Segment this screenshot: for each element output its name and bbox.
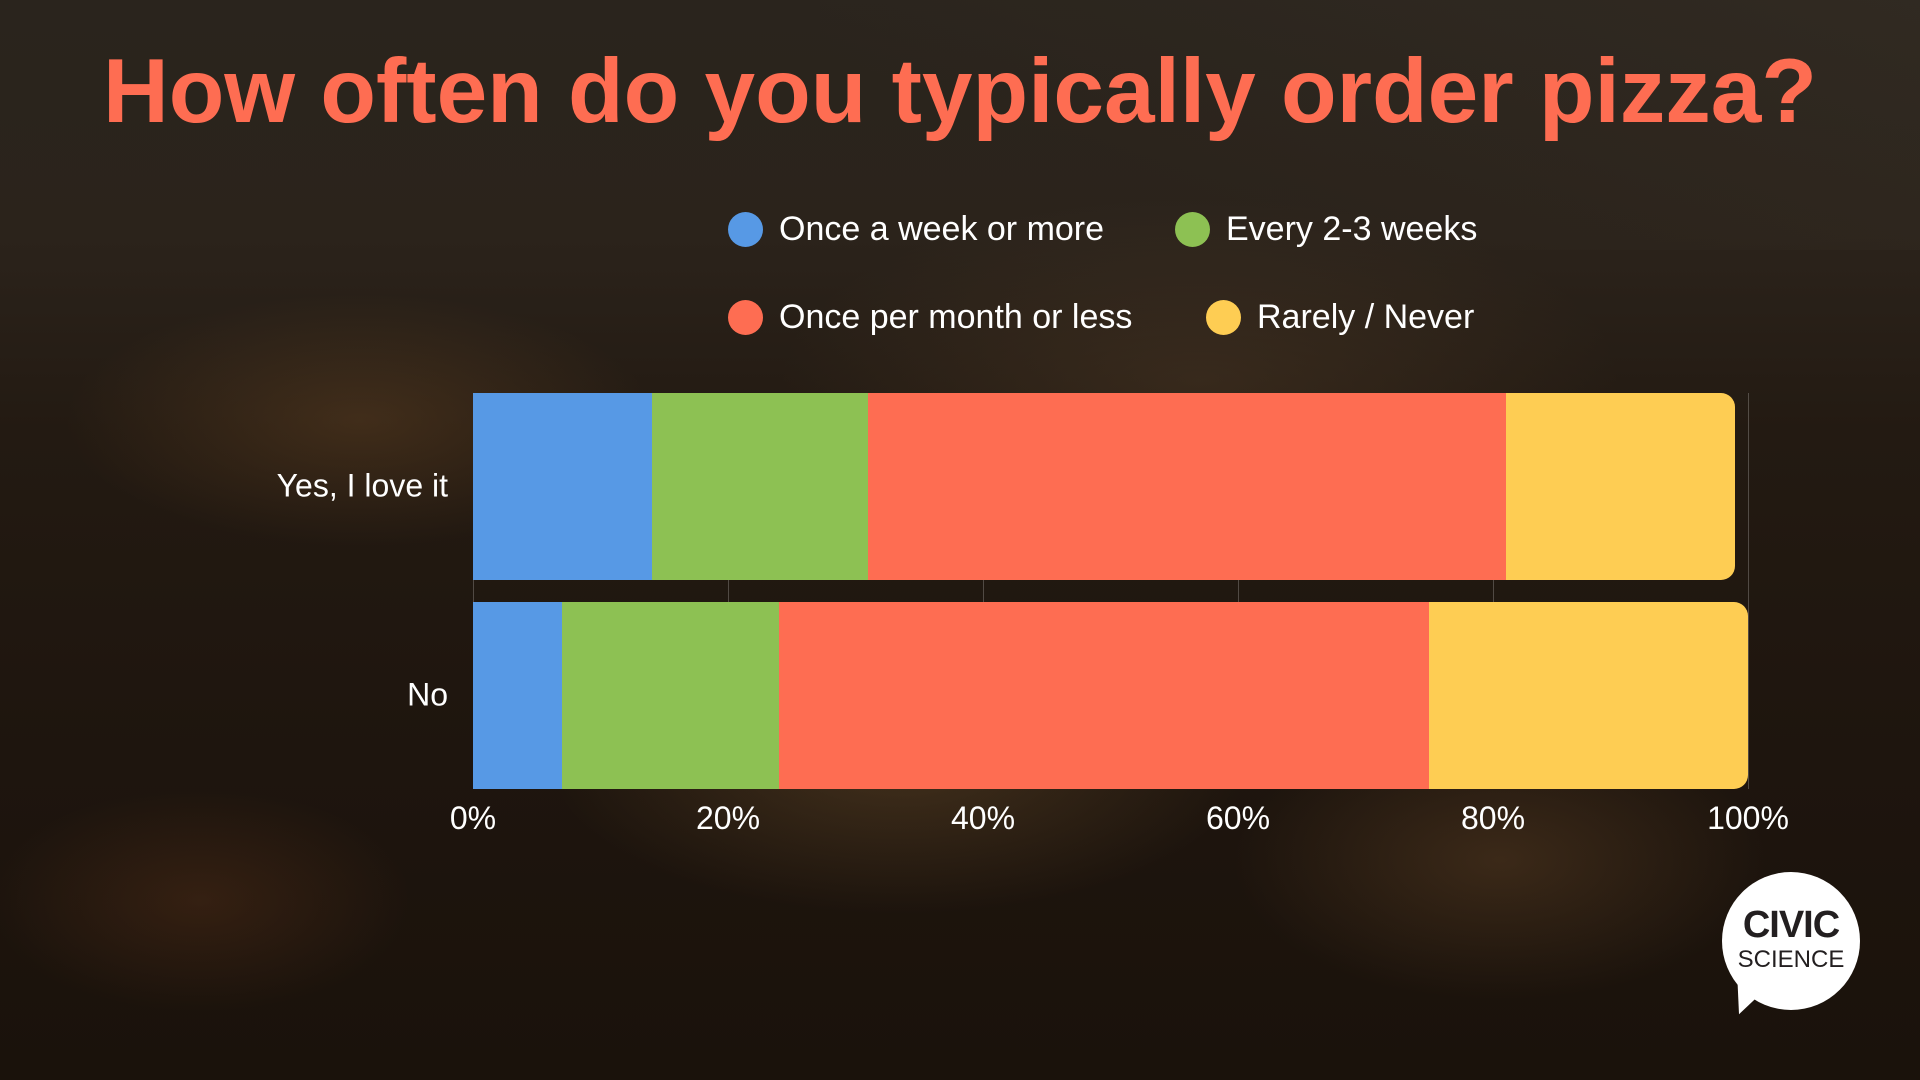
bar-segment-once-per-month-or-less — [779, 602, 1430, 789]
legend-item-every-2-3-weeks: Every 2-3 weeks — [1175, 210, 1477, 249]
x-tick-0: 0% — [449, 800, 497, 836]
speech-bubble-icon — [1722, 872, 1860, 1010]
legend-item-rarely-never: Rarely / Never — [1206, 298, 1474, 337]
category-label-no: No — [407, 676, 448, 713]
gridline-0 — [473, 393, 474, 789]
legend-dot-icon — [728, 212, 763, 247]
legend-label: Once a week or more — [779, 210, 1105, 248]
plot-area — [473, 393, 1749, 789]
bar-segment-once-a-week-or-more — [473, 602, 563, 789]
bar-segment-once-a-week-or-more — [473, 393, 652, 580]
x-tick-60: 60% — [1205, 800, 1271, 836]
gridline-60 — [1238, 393, 1239, 789]
legend-item-once-a-week: Once a week or more — [728, 210, 1104, 249]
legend-label: Once per month or less — [779, 298, 1133, 336]
bar-segment-rarely-never — [1505, 393, 1736, 580]
category-label-yes: Yes, I love it — [276, 467, 448, 504]
logo-text-science: SCIENCE — [1737, 946, 1845, 973]
x-tick-100: 100% — [1707, 800, 1789, 836]
chart-title: How often do you typically order pizza? — [103, 41, 1817, 142]
x-tick-20: 20% — [695, 800, 761, 836]
legend-label: Rarely / Never — [1257, 298, 1475, 336]
civic-science-logo: CIVIC SCIENCE — [1718, 872, 1860, 1023]
legend-label: Every 2-3 weeks — [1226, 210, 1478, 248]
legend-dot-icon — [1175, 212, 1210, 247]
bar-segment-every-2-3-weeks — [651, 393, 869, 580]
gridline-20 — [728, 393, 729, 789]
gridline-80 — [1493, 393, 1494, 789]
bar-segment-once-per-month-or-less — [868, 393, 1506, 580]
gridline-100 — [1748, 393, 1749, 789]
bar-no — [473, 602, 1748, 789]
legend-item-once-per-month: Once per month or less — [728, 298, 1132, 337]
bar-yes-i-love-it — [473, 393, 1736, 580]
x-tick-40: 40% — [950, 800, 1016, 836]
x-tick-80: 80% — [1460, 800, 1526, 836]
legend-dot-icon — [728, 300, 763, 335]
bar-segment-every-2-3-weeks — [562, 602, 779, 789]
bar-segment-rarely-never — [1429, 602, 1748, 789]
gridline-40 — [983, 393, 984, 789]
legend: Once a week or more Every 2-3 weeks Once… — [728, 210, 1528, 340]
legend-dot-icon — [1206, 300, 1241, 335]
logo-text-civic: CIVIC — [1742, 904, 1840, 946]
